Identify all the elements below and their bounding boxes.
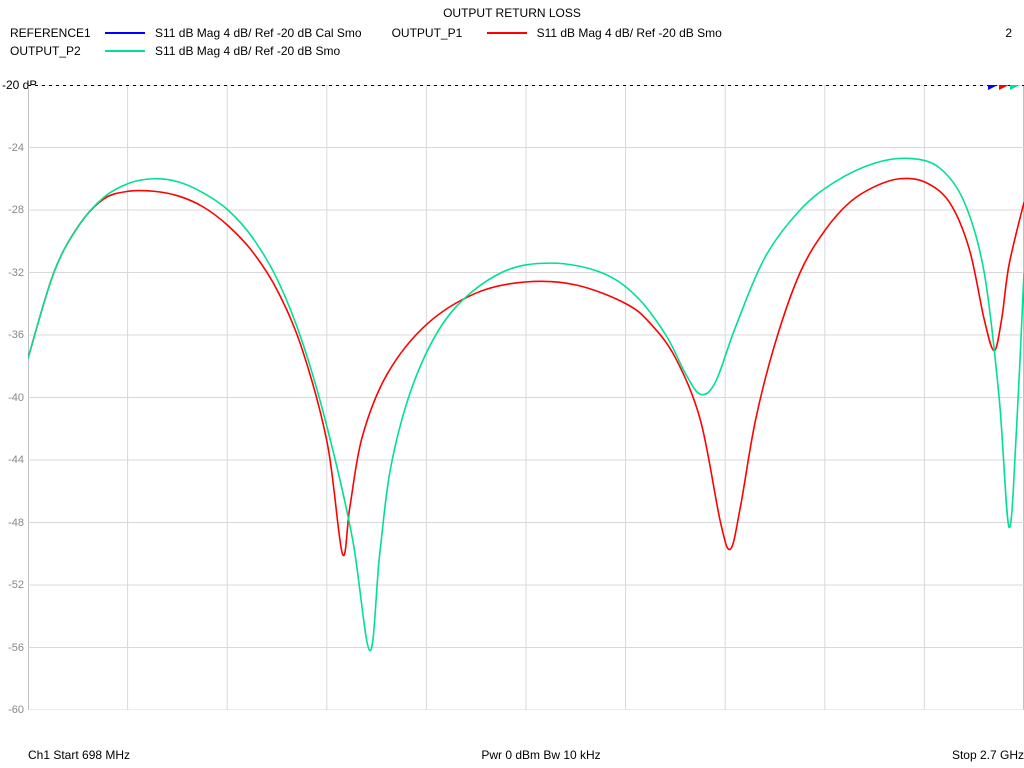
legend-item: OUTPUT_P1 S11 dB Mag 4 dB/ Ref -20 dB Sm… xyxy=(392,24,722,42)
y-tick-label: -48 xyxy=(8,517,24,529)
y-tick-label: -36 xyxy=(8,329,24,341)
legend-desc: S11 dB Mag 4 dB/ Ref -20 dB Smo xyxy=(537,24,722,42)
y-axis-ticks: -24-28-32-36-40-44-48-52-56-60 xyxy=(0,85,28,710)
footer-start: Ch1 Start 698 MHz xyxy=(28,748,130,762)
y-tick-label: -24 xyxy=(8,142,24,154)
chart-title: OUTPUT RETURN LOSS xyxy=(0,0,1024,22)
footer-stop: Stop 2.7 GHz xyxy=(952,748,1024,762)
y-tick-label: -28 xyxy=(8,204,24,216)
legend-desc: S11 dB Mag 4 dB/ Ref -20 dB Cal Smo xyxy=(155,24,362,42)
y-tick-label: -32 xyxy=(8,267,24,279)
legend-swatch xyxy=(105,50,145,52)
chart-svg xyxy=(28,85,1024,710)
channel-number: 2 xyxy=(1005,24,1012,42)
legend-swatch xyxy=(487,32,527,34)
y-tick-label: -60 xyxy=(8,704,24,716)
footer-center: Pwr 0 dBm Bw 10 kHz xyxy=(481,748,600,762)
y-tick-label: -52 xyxy=(8,579,24,591)
legend-name: OUTPUT_P2 xyxy=(10,42,105,60)
legend-item: REFERENCE1 S11 dB Mag 4 dB/ Ref -20 dB C… xyxy=(10,24,362,42)
y-tick-label: -44 xyxy=(8,454,24,466)
legend-item: OUTPUT_P2 S11 dB Mag 4 dB/ Ref -20 dB Sm… xyxy=(10,42,340,60)
legend-name: OUTPUT_P1 xyxy=(392,24,487,42)
y-tick-label: -40 xyxy=(8,392,24,404)
chart-plot-area xyxy=(28,85,1024,710)
chart-footer: Ch1 Start 698 MHz Pwr 0 dBm Bw 10 kHz St… xyxy=(28,748,1024,762)
legend-swatch xyxy=(105,32,145,34)
legend-desc: S11 dB Mag 4 dB/ Ref -20 dB Smo xyxy=(155,42,340,60)
y-tick-label: -56 xyxy=(8,642,24,654)
legend-name: REFERENCE1 xyxy=(10,24,105,42)
legend: 2 REFERENCE1 S11 dB Mag 4 dB/ Ref -20 dB… xyxy=(0,22,1024,64)
